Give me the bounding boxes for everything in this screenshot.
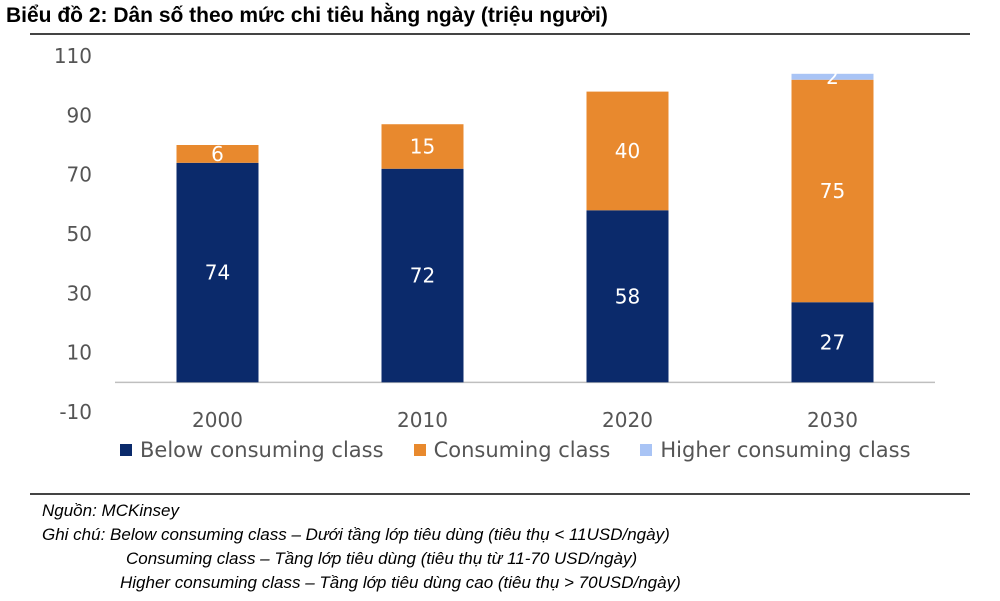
y-tick-label: 90 <box>67 103 92 127</box>
bar-segment <box>586 91 669 211</box>
source-note: Nguồn: MCKinsey <box>42 501 180 520</box>
bar-segment <box>586 210 669 383</box>
chart-notes: Nguồn: MCKinsey Ghi chú: Below consuming… <box>42 499 681 595</box>
y-tick-label: -10 <box>59 400 92 424</box>
stacked-bar-chart: -10 10 30 50 70 90 110 74 6 2000 72 15 2010 58 40 2020 2… <box>54 44 935 432</box>
data-label: 58 <box>615 284 640 308</box>
data-label: 27 <box>820 330 845 354</box>
chart-legend: Below consuming class Consuming class High… <box>120 438 911 462</box>
y-tick-label: 50 <box>67 222 92 246</box>
y-tick-label: 10 <box>67 341 92 365</box>
y-tick-label: 70 <box>67 163 92 187</box>
data-label: 75 <box>820 179 845 203</box>
bar-segment <box>176 145 259 163</box>
note-line-1: Ghi chú: Below consuming class – Dưới tầ… <box>42 525 670 544</box>
bar-segment <box>176 162 259 383</box>
data-label: 72 <box>410 264 435 288</box>
data-label: 40 <box>615 139 640 163</box>
legend-label: Consuming class <box>433 438 611 462</box>
x-tick-label: 2020 <box>602 408 653 432</box>
legend-label: Higher consuming class <box>660 438 911 462</box>
legend-swatch <box>120 444 132 456</box>
notes-rule <box>30 493 970 495</box>
data-label: 15 <box>410 134 435 158</box>
chart-title: Biểu đồ 2: Dân số theo mức chi tiêu hằng… <box>6 4 608 27</box>
data-label: 2 <box>826 65 839 89</box>
x-tick-label: 2000 <box>192 408 243 432</box>
legend-item: Consuming class <box>413 438 611 462</box>
bar-segment <box>381 168 464 383</box>
y-tick-label: 30 <box>67 281 92 305</box>
data-label: 74 <box>205 261 230 285</box>
bar-segment <box>791 79 874 303</box>
legend-swatch <box>413 444 426 456</box>
bar-segment <box>791 302 874 383</box>
x-tick-label: 2010 <box>397 408 448 432</box>
bar-segment <box>791 73 874 80</box>
legend-swatch <box>640 444 653 456</box>
x-tick-label: 2030 <box>807 408 858 432</box>
legend-item: Below consuming class <box>120 438 384 462</box>
note-line-2: Consuming class – Tầng lớp tiêu dùng (ti… <box>126 549 638 568</box>
data-label: 6 <box>211 142 224 166</box>
title-rule <box>30 33 970 35</box>
y-tick-label: 110 <box>54 44 92 68</box>
note-line-3: Higher consuming class – Tầng lớp tiêu d… <box>120 573 681 592</box>
legend-label: Below consuming class <box>140 438 384 462</box>
bar-segment <box>381 124 464 169</box>
legend-item: Higher consuming class <box>640 438 911 462</box>
